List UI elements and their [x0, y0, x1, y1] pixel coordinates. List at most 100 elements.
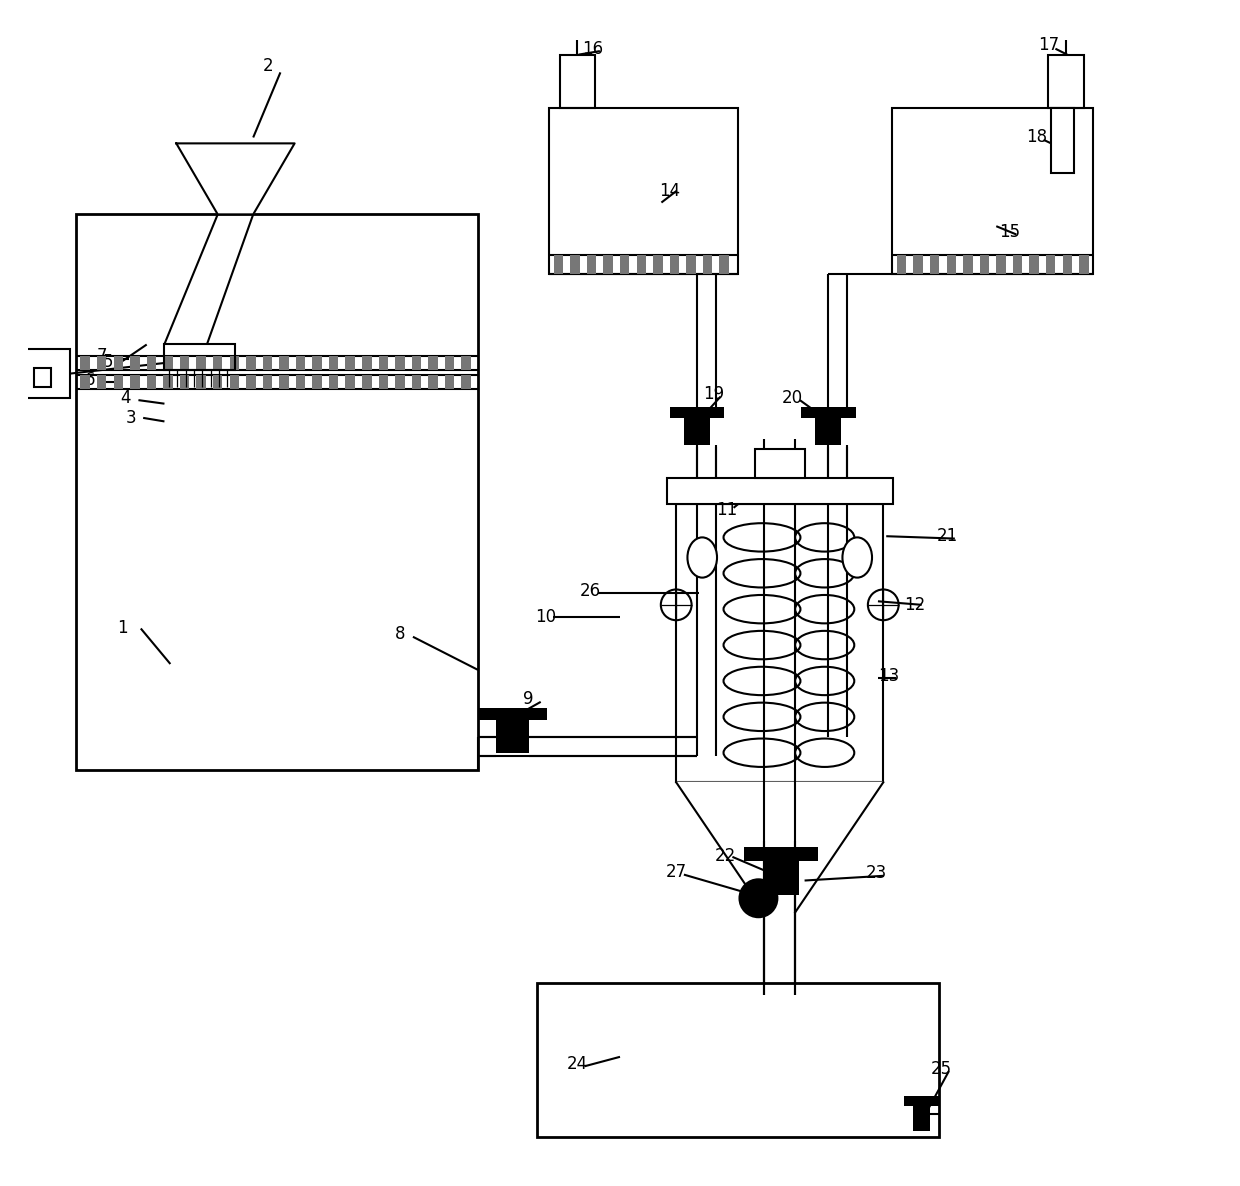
Polygon shape	[676, 783, 883, 912]
Bar	[279, 356, 289, 370]
Bar	[686, 255, 696, 274]
Bar	[130, 375, 140, 389]
Polygon shape	[176, 144, 295, 215]
Bar	[396, 356, 404, 370]
Bar	[1013, 255, 1022, 274]
Bar	[1063, 255, 1073, 274]
Bar	[636, 255, 646, 274]
Bar	[445, 356, 454, 370]
Bar	[329, 375, 339, 389]
Ellipse shape	[687, 537, 717, 578]
Bar	[703, 255, 712, 274]
Text: 25: 25	[931, 1059, 952, 1078]
Bar	[904, 1096, 939, 1105]
Bar	[164, 356, 172, 370]
Text: 1: 1	[117, 619, 128, 638]
Bar	[362, 375, 372, 389]
Bar	[114, 356, 123, 370]
Bar	[97, 356, 107, 370]
Text: 23: 23	[866, 865, 888, 882]
Bar	[246, 375, 255, 389]
Bar	[146, 375, 156, 389]
Bar	[378, 356, 388, 370]
Bar	[559, 55, 595, 108]
Circle shape	[739, 879, 777, 917]
Bar	[604, 255, 613, 274]
Bar	[165, 344, 236, 370]
Bar	[570, 255, 580, 274]
Bar	[76, 215, 477, 771]
Text: 19: 19	[703, 385, 724, 403]
Bar	[97, 375, 107, 389]
Text: 22: 22	[714, 847, 735, 865]
Text: 15: 15	[998, 223, 1019, 241]
Bar	[1029, 255, 1039, 274]
Bar	[554, 255, 563, 274]
Bar	[279, 375, 289, 389]
Bar	[496, 708, 529, 753]
Bar	[897, 255, 906, 274]
Bar	[296, 375, 305, 389]
Bar	[312, 375, 322, 389]
Bar	[229, 356, 239, 370]
Text: 3: 3	[125, 409, 136, 427]
Bar	[180, 375, 190, 389]
Bar	[263, 356, 272, 370]
Ellipse shape	[842, 537, 872, 578]
Bar	[81, 375, 91, 389]
Bar	[892, 108, 1094, 274]
Bar	[620, 255, 630, 274]
Bar	[930, 255, 940, 274]
Bar	[213, 375, 222, 389]
Bar	[461, 375, 471, 389]
Bar	[477, 708, 547, 720]
Bar	[980, 255, 990, 274]
Bar	[329, 356, 339, 370]
Bar	[246, 356, 255, 370]
Text: 7: 7	[97, 347, 108, 365]
Bar	[130, 356, 140, 370]
Bar	[346, 375, 355, 389]
Bar	[946, 255, 956, 274]
Bar	[801, 407, 856, 417]
Bar	[667, 478, 893, 504]
Text: 20: 20	[782, 389, 804, 407]
Bar	[1079, 255, 1089, 274]
Bar	[914, 1096, 930, 1131]
Text: 21: 21	[937, 528, 959, 546]
Text: 13: 13	[878, 667, 899, 684]
Bar	[81, 356, 91, 370]
Bar	[196, 375, 206, 389]
Bar	[549, 108, 738, 274]
Bar	[744, 847, 818, 861]
Bar	[537, 983, 940, 1137]
Bar	[670, 255, 680, 274]
Bar	[362, 356, 372, 370]
Text: 6: 6	[86, 371, 95, 389]
Text: 10: 10	[534, 607, 556, 626]
Bar	[146, 356, 156, 370]
Bar	[196, 356, 206, 370]
Bar	[312, 356, 322, 370]
Bar	[428, 375, 438, 389]
Bar	[461, 356, 471, 370]
Bar	[1048, 55, 1084, 108]
Bar	[996, 255, 1006, 274]
Bar	[1050, 108, 1074, 173]
Bar	[719, 255, 729, 274]
Bar	[587, 255, 596, 274]
Bar	[346, 356, 355, 370]
Bar	[755, 448, 805, 478]
Bar	[653, 255, 662, 274]
Bar	[378, 375, 388, 389]
Bar	[164, 375, 172, 389]
Text: 8: 8	[396, 625, 405, 644]
Bar	[396, 375, 404, 389]
Bar	[263, 375, 272, 389]
Text: 16: 16	[582, 39, 604, 58]
Bar	[213, 356, 222, 370]
Text: 17: 17	[1038, 36, 1059, 55]
Text: 5: 5	[103, 353, 113, 371]
Bar	[296, 356, 305, 370]
Text: 4: 4	[120, 389, 131, 407]
